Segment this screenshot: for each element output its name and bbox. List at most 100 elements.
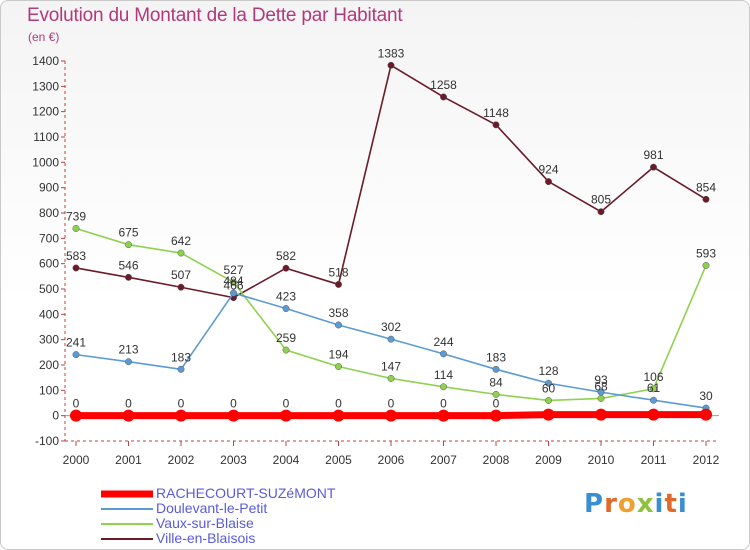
data-point [650,163,657,171]
data-label: 0 [125,397,132,411]
data-label: 981 [643,148,663,162]
data-point [387,335,395,343]
data-label: 106 [643,370,663,384]
data-label: 68 [594,379,608,393]
data-point [597,388,605,396]
legend-swatch [101,522,153,525]
data-point [125,273,132,281]
data-label: 854 [696,180,716,194]
x-tick-label: 2008 [483,453,510,467]
y-tick-label: 100 [39,383,59,397]
data-label: 0 [178,397,185,411]
data-label: 0 [73,397,80,411]
data-label: 183 [171,350,191,364]
data-label: 244 [433,335,453,349]
proxiti-logo: Proxiti [584,489,688,519]
x-tick-label: 2012 [693,453,720,467]
y-tick-label: 600 [39,257,59,271]
data-label: 642 [171,234,191,248]
chart-unit: (en €) [28,30,60,44]
x-tick-label: 2011 [641,453,667,467]
y-tick-label: 500 [39,282,59,296]
data-point [545,178,552,186]
data-label: 0 [388,397,395,411]
data-point [177,365,185,373]
y-tick-label: 1000 [32,155,59,169]
data-label: 1148 [483,106,509,120]
data-label: 147 [381,359,401,373]
data-point [72,264,80,272]
data-point [177,283,185,291]
legend-item: RACHECOURT-SUZéMONT [101,486,335,501]
data-label: 507 [171,268,191,282]
data-point [387,61,395,69]
y-tick-label: 1100 [33,130,59,144]
y-tick-label: -100 [35,434,59,448]
data-label: 194 [328,348,348,362]
data-label: 518 [328,265,348,279]
data-point [542,408,555,421]
legend-item: Ville-en-Blaisois [101,531,335,546]
y-tick-label: 900 [39,181,59,195]
data-point [175,409,187,422]
legend-label: Ville-en-Blaisois [156,530,256,546]
data-label: 1258 [430,78,457,92]
y-tick-label: 200 [39,358,59,372]
y-tick-label: 1400 [32,54,59,68]
data-point [700,408,712,421]
data-point [70,409,82,422]
data-label: 61 [647,381,661,395]
data-point [545,379,552,387]
x-tick-label: 2003 [220,453,247,467]
data-point [335,280,342,288]
data-point [227,409,240,422]
data-point [545,397,552,404]
data-label: 183 [486,350,506,364]
data-point [595,408,607,421]
data-point [282,264,290,272]
data-point [177,249,185,257]
data-label: 484 [223,274,243,288]
x-tick-label: 2004 [273,453,300,467]
data-label: 241 [66,336,86,350]
data-label: 84 [489,375,503,389]
data-point [335,363,342,370]
data-label: 0 [335,397,342,411]
data-label: 128 [538,364,558,378]
y-tick-label: 300 [39,333,59,347]
data-label: 527 [223,263,243,277]
data-label: 93 [594,373,608,387]
data-label: 60 [542,381,556,395]
data-point [125,241,132,249]
data-label: 259 [276,331,296,345]
series-line-3 [75,64,707,299]
data-point [440,383,447,391]
data-point [492,390,500,398]
y-tick-label: 0 [52,409,59,423]
data-point [125,358,132,366]
data-point [597,394,605,402]
y-tick-label: 1200 [32,105,59,119]
data-label: 924 [538,163,558,177]
data-label: 0 [440,397,447,411]
data-point [702,195,710,203]
legend: RACHECOURT-SUZéMONT Doulevant-le-Petit V… [101,486,335,546]
data-point [597,208,605,216]
legend-label: RACHECOURT-SUZéMONT [156,485,336,501]
data-point [440,350,447,358]
data-point [230,278,237,286]
y-tick-label: 700 [39,231,59,245]
legend-swatch [101,507,153,510]
x-tick-label: 2005 [325,453,352,467]
data-label: 805 [591,193,611,207]
data-point [650,396,657,404]
y-tick-label: 1300 [32,79,59,93]
x-tick-label: 2001 [115,453,142,467]
legend-swatch [101,537,153,540]
data-point [332,409,345,422]
x-tick-label: 2009 [535,453,562,467]
data-point [650,385,657,393]
x-tick-label: 2002 [168,453,195,467]
data-point [385,409,397,422]
